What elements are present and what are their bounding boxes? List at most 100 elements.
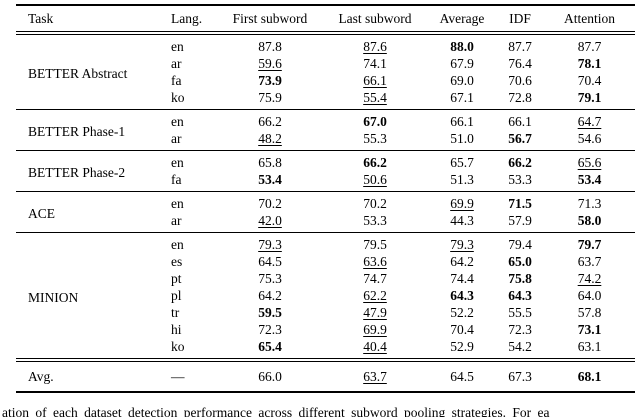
value-cell: 68.1 [544,358,635,392]
task-cell: Avg. [16,358,166,392]
lang-cell: en [166,191,218,212]
value-cell: 72.8 [508,90,532,105]
value-cell: 64.3 [450,288,474,303]
task-cell: ACE [16,191,166,233]
value-cell: 40.4 [363,339,387,354]
value-cell: 70.4 [450,322,474,337]
lang-cell: ko [171,90,185,105]
value-cell: 66.1 [496,109,544,130]
value-cell: 79.7 [544,232,635,253]
table-row: BETTER Abstract en 87.8 87.6 88.0 87.7 87.7 [16,33,635,81]
value-cell: 74.7 [363,271,387,286]
table-row: ACE en 70.2 70.2 69.9 71.5 71.3 [16,191,635,233]
value-cell: 87.6 [363,39,387,54]
table-row: ko 75.9 55.4 67.1 72.8 79.1 [16,89,635,110]
value-cell: 78.1 [577,56,602,71]
value-cell: 58.0 [577,213,602,228]
lang-cell: ar [171,56,182,71]
lang-cell: tr [171,305,180,320]
value-cell: 66.0 [218,358,322,392]
task-cell: MINION [16,232,166,360]
lang-cell: ar [171,213,182,228]
value-cell: 87.7 [508,39,532,54]
table-row: BETTER Phase-2 en 65.8 66.2 65.7 66.2 65.6 [16,150,635,192]
value-cell: 66.1 [363,73,387,88]
value-cell: 65.7 [428,150,496,171]
value-cell: 44.3 [450,213,474,228]
value-cell: 57.8 [577,305,602,320]
value-cell: 64.0 [577,288,602,303]
header-task: Task [16,5,166,35]
value-cell: 79.5 [322,232,428,253]
value-cell: 63.7 [322,358,428,392]
value-cell: 50.6 [363,172,387,187]
table-row: ar 59.6 74.1 67.9 76.4 78.1 [16,55,635,72]
value-cell: 66.2 [322,150,428,171]
table-row: ar 42.0 53.3 44.3 57.9 58.0 [16,212,635,233]
value-cell: 74.4 [450,271,474,286]
lang-cell: en [171,39,184,54]
table-row: pl 64.2 62.2 64.3 64.3 64.0 [16,287,635,304]
table-row: BETTER Phase-1 en 66.2 67.0 66.1 66.1 64.7 [16,109,635,151]
table-row: tr 59.5 47.9 52.2 55.5 57.8 [16,304,635,321]
value-cell: 71.3 [544,191,635,212]
value-cell: 70.6 [508,73,532,88]
value-cell: 87.7 [577,39,602,54]
value-cell: 53.4 [577,172,602,187]
value-cell: 72.3 [258,322,282,337]
value-cell: 75.8 [508,271,532,286]
lang-cell: ar [171,131,182,146]
header-attention: Attention [544,5,635,35]
value-cell: 59.5 [258,305,282,320]
value-cell: 64.2 [450,254,474,269]
task-cell: BETTER Phase-2 [16,150,166,192]
value-cell: 55.3 [363,131,387,146]
value-cell: 67.9 [450,56,474,71]
task-cell: BETTER Phase-1 [16,109,166,151]
value-cell: 55.4 [363,90,387,105]
value-cell: 79.3 [218,232,322,253]
value-cell: 64.2 [258,288,282,303]
value-cell: 64.5 [258,254,282,269]
header-first-subword: First subword [218,5,322,35]
value-cell: 70.2 [218,191,322,212]
lang-cell: fa [171,73,182,88]
lang-cell: fa [171,172,182,187]
lang-cell: es [171,254,183,269]
value-cell: 48.2 [258,131,282,146]
value-cell: 51.0 [450,131,474,146]
lang-cell: pt [171,271,182,286]
lang-cell: hi [171,322,182,337]
value-cell: 64.7 [544,109,635,130]
value-cell: 63.1 [577,339,602,354]
value-cell: 65.4 [258,339,282,354]
lang-cell: ko [171,339,185,354]
value-cell: 76.4 [508,56,532,71]
value-cell: 67.3 [496,358,544,392]
header-last-subword: Last subword [322,5,428,35]
value-cell: 67.1 [450,90,474,105]
value-cell: 88.0 [450,39,474,54]
value-cell: 75.3 [258,271,282,286]
value-cell: 79.3 [428,232,496,253]
value-cell: 87.8 [258,39,282,54]
value-cell: 65.6 [544,150,635,171]
value-cell: 72.3 [508,322,532,337]
value-cell: 66.1 [428,109,496,130]
value-cell: 64.5 [428,358,496,392]
header-average: Average [428,5,496,35]
table-row: fa 53.4 50.6 51.3 53.3 53.4 [16,171,635,192]
table-row: ar 48.2 55.3 51.0 56.7 54.6 [16,130,635,151]
table-row: fa 73.9 66.1 69.0 70.6 70.4 [16,72,635,89]
caption-fragment: ation of each dataset detection performa… [2,405,550,417]
value-cell: 52.2 [450,305,474,320]
table-row: MINION en 79.3 79.5 79.3 79.4 79.7 [16,232,635,360]
value-cell: 51.3 [450,172,474,187]
value-cell: 66.2 [218,109,322,130]
table-row: ko 65.4 40.4 52.9 54.2 63.1 [16,338,635,360]
value-cell: 69.0 [450,73,474,88]
value-cell: 70.4 [577,73,602,88]
value-cell: 62.2 [363,288,387,303]
results-table: Task Lang. First subword Last subword Av… [16,4,635,393]
